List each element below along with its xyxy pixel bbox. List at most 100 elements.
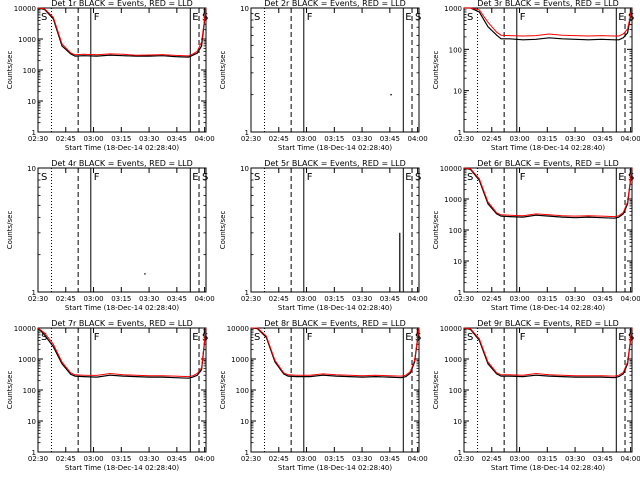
marker-label-e: E bbox=[192, 332, 198, 343]
y-tick-label: 1 bbox=[245, 289, 249, 297]
y-tick-label: 1 bbox=[458, 129, 462, 137]
y-tick-label: 1 bbox=[32, 289, 36, 297]
marker-label-f: F bbox=[520, 332, 526, 343]
y-tick-label: 1 bbox=[458, 449, 462, 457]
y-tick-label: 100 bbox=[23, 67, 36, 75]
y-tick-label: 1000 bbox=[444, 5, 462, 13]
detector-panel: Det 4r BLACK = Events, RED = LLD 1 10 02:30… bbox=[6, 159, 215, 312]
x-tick-label: 04:00 bbox=[621, 455, 640, 463]
lld-series-line bbox=[463, 327, 633, 377]
y-axis-label: Counts/sec bbox=[6, 211, 14, 250]
plot-frame bbox=[250, 7, 420, 133]
x-tick-label: 04:00 bbox=[195, 135, 215, 143]
x-axis-label: Start Time (18-Dec-14 02:28:40) bbox=[278, 464, 392, 472]
x-tick-label: 02:30 bbox=[454, 295, 474, 303]
marker-label-f: F bbox=[94, 332, 100, 343]
y-tick-label: 10000 bbox=[227, 325, 249, 333]
x-tick-label: 02:30 bbox=[28, 135, 48, 143]
x-tick-label: 02:45 bbox=[56, 295, 76, 303]
x-tick-label: 03:45 bbox=[167, 455, 187, 463]
x-tick-label: 03:15 bbox=[111, 295, 131, 303]
marker-label-s: S bbox=[41, 12, 47, 23]
y-axis-label: Counts/sec bbox=[219, 371, 227, 410]
detector-panel: Det 2r BLACK = Events, RED = LLD 1 10 02:30… bbox=[219, 0, 428, 152]
y-tick-label: 100 bbox=[236, 387, 249, 395]
x-axis-label: Start Time (18-Dec-14 02:28:40) bbox=[278, 144, 392, 152]
marker-label-e: E bbox=[192, 172, 198, 183]
marker-label-e: E bbox=[405, 12, 411, 23]
x-tick-label: 03:15 bbox=[324, 295, 344, 303]
y-tick-label: 10 bbox=[27, 98, 36, 106]
x-tick-label: 03:30 bbox=[565, 295, 585, 303]
y-tick-label: 1 bbox=[32, 129, 36, 137]
plot-frame bbox=[37, 327, 207, 453]
x-tick-label: 02:30 bbox=[454, 135, 474, 143]
x-axis-label: Start Time (18-Dec-14 02:28:40) bbox=[278, 304, 392, 312]
marker-label-s: S bbox=[467, 12, 473, 23]
marker-label-f: F bbox=[307, 12, 313, 23]
panel-title: Det 3r BLACK = Events, RED = LLD bbox=[477, 0, 619, 8]
x-tick-label: 03:45 bbox=[380, 135, 400, 143]
x-tick-label: 04:00 bbox=[408, 295, 428, 303]
y-tick-label: 1000 bbox=[444, 196, 462, 204]
x-tick-label: 04:00 bbox=[408, 135, 428, 143]
y-tick-label: 10000 bbox=[14, 5, 36, 13]
x-tick-label: 03:15 bbox=[324, 135, 344, 143]
events-series-line bbox=[463, 167, 633, 219]
data-point bbox=[144, 273, 146, 275]
x-tick-label: 02:45 bbox=[482, 455, 502, 463]
detector-panel: Det 8r BLACK = Events, RED = LLD 1 10 100 10… bbox=[219, 319, 428, 472]
marker-label-f: F bbox=[520, 12, 526, 23]
x-tick-label: 03:15 bbox=[537, 455, 557, 463]
x-tick-label: 02:30 bbox=[28, 295, 48, 303]
marker-label-e: E bbox=[192, 12, 198, 23]
y-tick-label: 1 bbox=[245, 449, 249, 457]
x-tick-label: 03:00 bbox=[296, 295, 316, 303]
x-tick-label: 03:30 bbox=[139, 455, 159, 463]
x-tick-label: 03:30 bbox=[139, 135, 159, 143]
events-series-line bbox=[37, 327, 207, 379]
y-axis-label: Counts/sec bbox=[6, 371, 14, 410]
x-tick-label: 03:00 bbox=[509, 295, 529, 303]
plot-frame bbox=[463, 167, 633, 293]
x-tick-label: 02:45 bbox=[56, 455, 76, 463]
marker-label-s: S bbox=[41, 172, 47, 183]
marker-label-s: S bbox=[202, 172, 208, 183]
x-tick-label: 04:00 bbox=[621, 295, 640, 303]
y-tick-label: 1000 bbox=[18, 36, 36, 44]
x-tick-label: 03:30 bbox=[565, 455, 585, 463]
x-tick-label: 03:00 bbox=[83, 455, 103, 463]
y-tick-label: 100 bbox=[449, 46, 462, 54]
detector-panel: Det 3r BLACK = Events, RED = LLD 1 10 100 10… bbox=[432, 0, 640, 152]
detector-panel: Det 5r BLACK = Events, RED = LLD 1 10 02:30… bbox=[219, 159, 428, 312]
marker-label-e: E bbox=[405, 172, 411, 183]
y-tick-label: 10000 bbox=[14, 325, 36, 333]
panel-title: Det 1r BLACK = Events, RED = LLD bbox=[51, 0, 193, 8]
panel-title: Det 8r BLACK = Events, RED = LLD bbox=[264, 319, 406, 328]
x-tick-label: 02:45 bbox=[482, 135, 502, 143]
detector-panel: Det 9r BLACK = Events, RED = LLD 1 10 100 10… bbox=[432, 319, 640, 472]
data-point bbox=[390, 93, 392, 96]
x-axis-label: Start Time (18-Dec-14 02:28:40) bbox=[491, 304, 605, 312]
x-tick-label: 04:00 bbox=[408, 455, 428, 463]
x-tick-label: 03:30 bbox=[139, 295, 159, 303]
x-tick-label: 03:45 bbox=[593, 295, 613, 303]
panel-title: Det 6r BLACK = Events, RED = LLD bbox=[477, 159, 619, 168]
x-tick-label: 02:45 bbox=[56, 135, 76, 143]
y-tick-label: 1 bbox=[32, 449, 36, 457]
marker-label-s: S bbox=[415, 172, 421, 183]
x-tick-label: 02:45 bbox=[269, 295, 289, 303]
x-tick-label: 03:00 bbox=[83, 135, 103, 143]
marker-label-e: E bbox=[618, 172, 624, 183]
marker-label-e: E bbox=[405, 332, 411, 343]
marker-label-e: E bbox=[618, 12, 624, 23]
marker-label-s: S bbox=[41, 332, 47, 343]
lld-series-line bbox=[464, 7, 633, 37]
marker-label-s: S bbox=[254, 172, 260, 183]
marker-label-f: F bbox=[520, 172, 526, 183]
x-tick-label: 03:45 bbox=[380, 295, 400, 303]
y-axis-label: Counts/sec bbox=[6, 51, 14, 90]
x-tick-label: 03:15 bbox=[537, 135, 557, 143]
x-tick-label: 03:15 bbox=[537, 295, 557, 303]
panel-title: Det 5r BLACK = Events, RED = LLD bbox=[264, 159, 406, 168]
